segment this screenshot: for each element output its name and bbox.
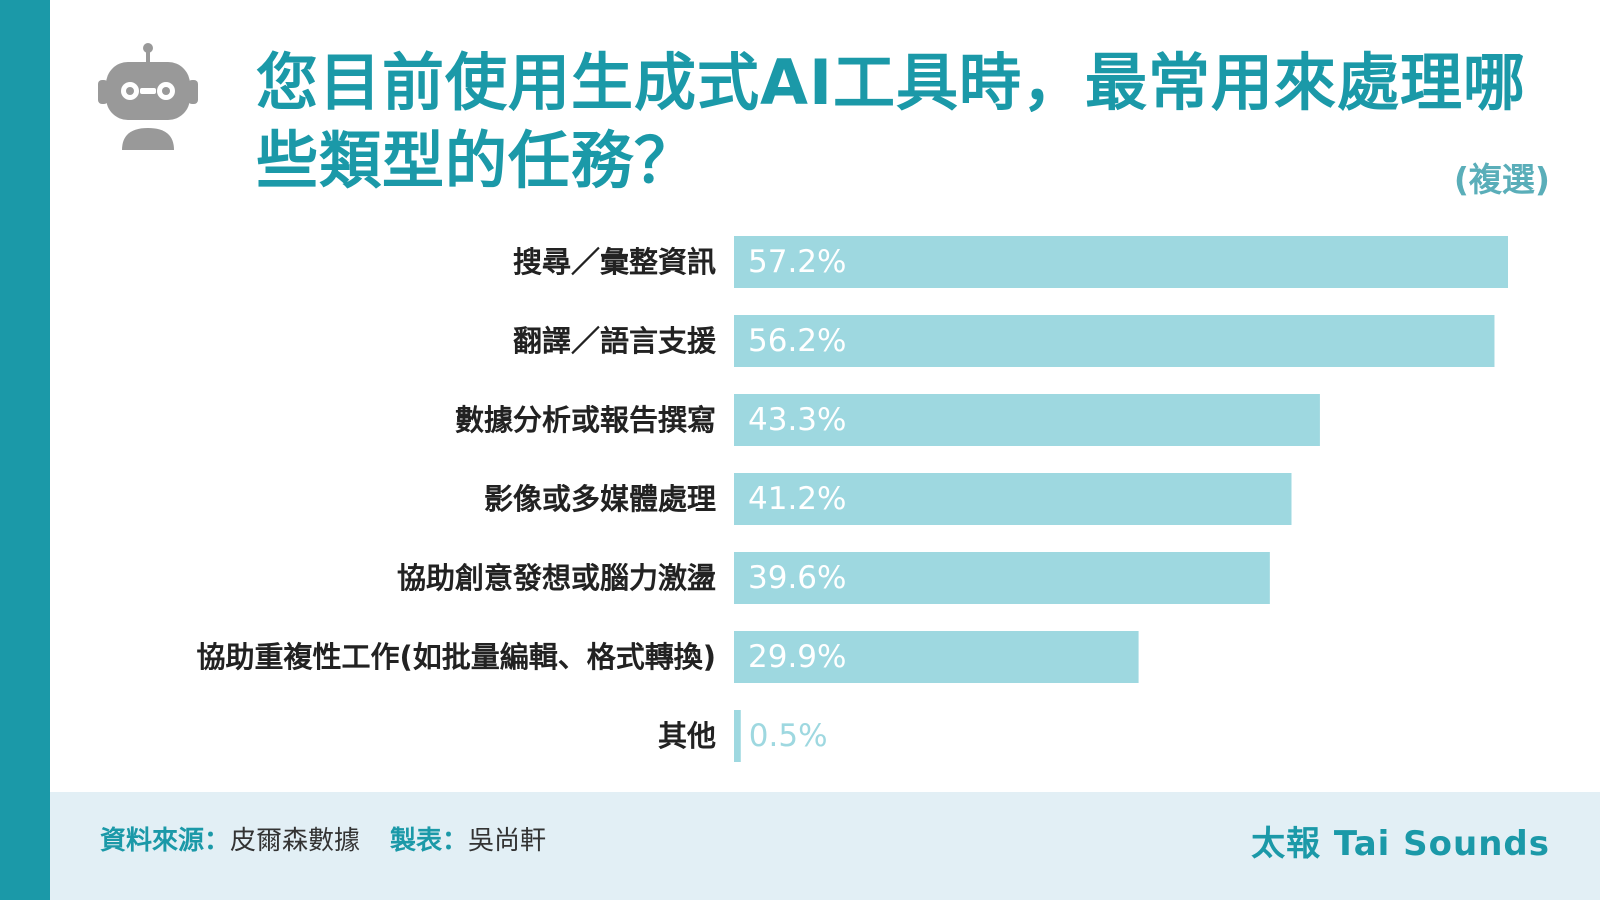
category-label-0: 搜尋／彙整資訊 xyxy=(513,245,716,279)
category-label-4: 協助創意發想或腦力激盪 xyxy=(397,561,716,595)
value-label-1: 56.2% xyxy=(748,323,846,359)
footer: 資料來源：皮爾森數據 製表：吳尚軒 太報 Tai Sounds xyxy=(50,792,1600,900)
category-label-1: 翻譯／語言支援 xyxy=(513,324,717,358)
value-label-2: 43.3% xyxy=(748,402,846,438)
chart-title: 您目前使用生成式AI工具時，最常用來處理哪些類型的任務？ xyxy=(256,46,1527,197)
value-label-5: 29.9% xyxy=(748,639,846,675)
bar-1 xyxy=(734,315,1495,367)
chart-subtitle: (複選) xyxy=(1453,160,1550,199)
category-label-3: 影像或多媒體處理 xyxy=(484,482,716,516)
source-label: 資料來源： xyxy=(100,826,231,856)
category-label-5: 協助重複性工作(如批量編輯、格式轉換) xyxy=(196,640,716,674)
bar-2 xyxy=(734,394,1320,446)
value-label-4: 39.6% xyxy=(748,560,846,596)
category-label-6: 其他 xyxy=(658,719,716,753)
footer-credits: 資料來源：皮爾森數據 製表：吳尚軒 xyxy=(100,820,546,857)
bar-4 xyxy=(734,552,1270,604)
bar-5 xyxy=(734,631,1139,683)
maker-label: 製表： xyxy=(390,826,469,856)
brand-logo-text: 太報 Tai Sounds xyxy=(1251,824,1550,864)
category-label-2: 數據分析或報告撰寫 xyxy=(455,403,716,437)
left-accent-stripe xyxy=(0,0,50,900)
maker-value: 吳尚軒 xyxy=(468,826,547,856)
value-label-3: 41.2% xyxy=(748,481,846,517)
bar-0 xyxy=(734,236,1508,288)
bar-6 xyxy=(734,710,741,762)
value-label-6: 0.5% xyxy=(749,718,828,754)
bar-3 xyxy=(734,473,1292,525)
value-label-0: 57.2% xyxy=(748,244,846,280)
source-value: 皮爾森數據 xyxy=(230,826,361,856)
bar-chart: 搜尋／彙整資訊 57.2% 翻譯／語言支援 56.2% 數據分析或報告撰寫 43.3% 影像… xyxy=(196,236,1508,762)
robot-icon xyxy=(98,43,198,150)
